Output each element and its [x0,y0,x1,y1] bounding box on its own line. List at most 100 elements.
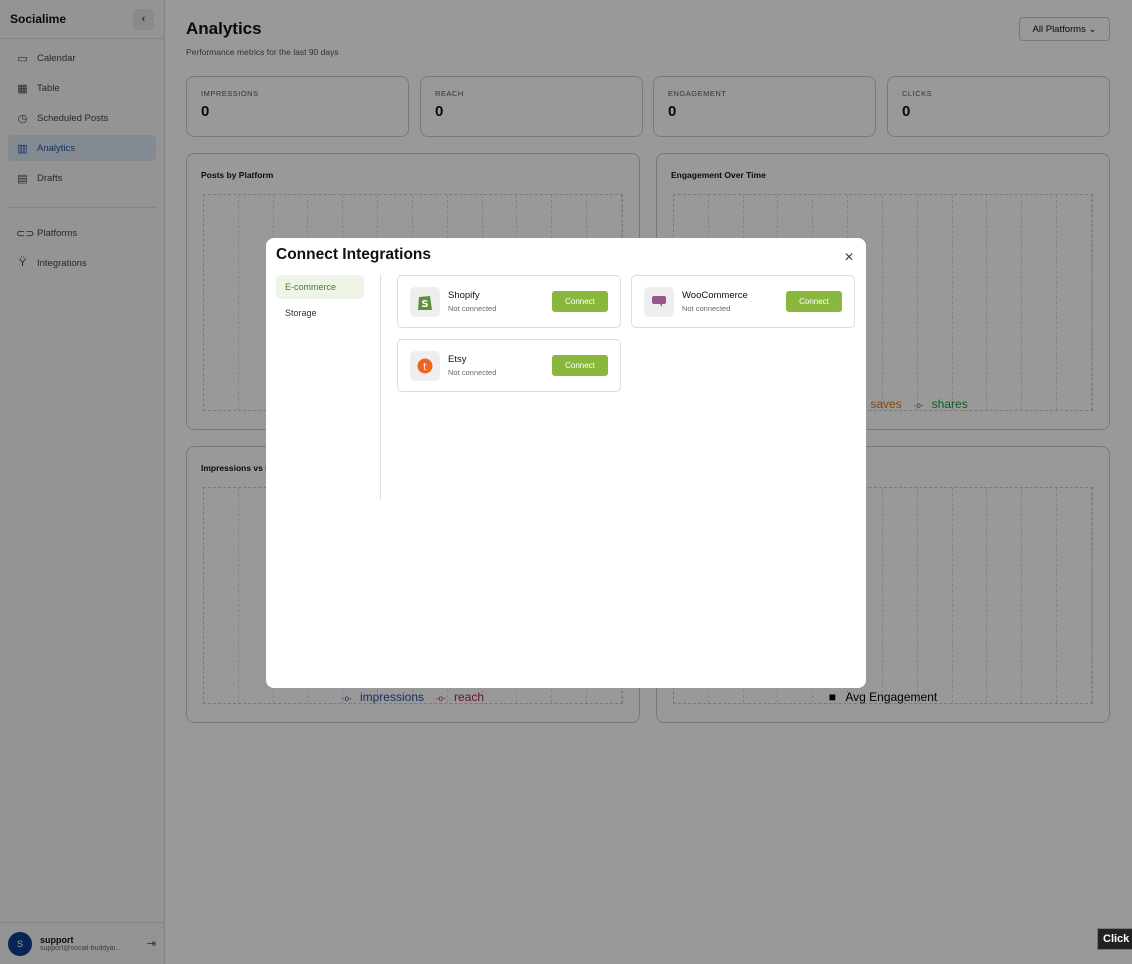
bar-chart-icon: ▥ [17,142,28,155]
stat-value: 0 [668,103,677,120]
chart-title: Posts by Platform [201,170,274,180]
shopify-icon: S [410,286,440,317]
sidebar-item-analytics[interactable]: ▥ Analytics [8,135,156,161]
sidebar-item-label: Scheduled Posts [37,112,109,124]
grid-line [204,195,239,410]
stat-label: CLICKS [902,89,933,98]
stat-value: 0 [201,103,210,120]
legend-item: -o- impressions [339,690,427,704]
integration-name: Shopify [448,290,480,301]
integration-name: Etsy [448,354,467,365]
legend-label: Avg Engagement [845,690,938,704]
sidebar-item-table[interactable]: ▦ Table [8,75,156,101]
divider [8,207,156,208]
category-tab-ecommerce[interactable]: E-commerce [276,275,364,299]
platform-filter-value: All Platforms [1032,23,1086,35]
sidebar-item-label: Analytics [37,142,76,154]
page-title: Analytics [186,19,262,38]
plug-icon: Ϋ [18,257,27,269]
stat-card-impressions: IMPRESSIONS 0 [186,76,409,137]
stat-label: REACH [435,89,464,98]
connect-integrations-modal: Connect Integrations ✕ E-commerce Storag… [266,238,866,688]
legend-marker-icon: -o- [341,694,354,703]
integration-name: WooCommerce [682,290,748,301]
grid-line [848,195,883,410]
close-icon[interactable]: ✕ [843,250,854,264]
user-name: support [40,935,74,945]
legend-item: -o- reach [433,690,487,704]
integration-card-woocommerce: WooCommerce Not connected Connect [631,275,855,328]
grid-line [883,488,918,703]
calendar-icon: ▭ [17,52,28,65]
sidebar-item-drafts[interactable]: ▤ Drafts [8,165,156,191]
chart-title: Engagement Over Time [671,170,766,180]
click-tooltip: Click [1097,928,1132,950]
sidebar-item-label: Table [37,82,60,94]
connect-woocommerce-button[interactable]: Connect [786,291,842,312]
legend-label: reach [454,690,485,704]
legend-label: saves [870,397,902,411]
integration-card-shopify: S Shopify Not connected Connect [397,275,621,328]
stat-value: 0 [902,103,911,120]
chart-title: Impressions vs Reach [201,463,291,473]
document-icon: ▤ [17,172,28,185]
grid-line [1057,488,1092,703]
sidebar-item-label: Calendar [37,52,76,64]
legend-label: shares [931,397,968,411]
sidebar-item-scheduled-posts[interactable]: ◷ Scheduled Posts [8,105,156,131]
connect-etsy-button[interactable]: Connect [552,355,608,376]
integration-status: Not connected [448,368,497,377]
stat-card-reach: REACH 0 [420,76,643,137]
page-subtitle: Performance metrics for the last 90 days [186,47,339,57]
logout-icon[interactable]: ⇥ [146,938,156,950]
legend-marker-icon: ■ [828,690,840,704]
etsy-icon: t [410,350,440,381]
integration-status: Not connected [448,304,497,313]
sidebar-item-platforms[interactable]: ⊂⊃ Platforms [8,220,156,246]
grid-line [204,488,239,703]
sidebar-item-label: Drafts [37,172,63,184]
grid-line [1057,195,1092,410]
clock-icon: ◷ [17,112,28,125]
collapse-sidebar-button[interactable]: ‹ [133,8,154,30]
chevron-down-icon: ⌄ [1088,23,1097,35]
chart-legend: -o- impressions -o- reach [187,690,639,704]
sidebar-item-label: Integrations [37,257,87,269]
modal-title: Connect Integrations [276,246,432,263]
divider [380,275,381,500]
grid-line [848,488,883,703]
svg-text:S: S [421,299,428,310]
avatar: S [8,931,32,956]
brand: Socialime ‹ [0,0,164,39]
sidebar-item-integrations[interactable]: Ϋ Integrations [8,250,156,276]
grid-line [987,195,1023,410]
grid-line [1022,195,1058,410]
table-icon: ▦ [17,82,28,95]
stat-label: IMPRESSIONS [201,89,259,98]
legend-marker-icon: -o- [913,401,926,410]
legend-marker-icon: -o- [436,694,448,703]
stat-card-engagement: ENGAGEMENT 0 [653,76,876,137]
sidebar-item-calendar[interactable]: ▭ Calendar [8,45,156,71]
chart-legend: ■ Avg Engagement [657,690,1109,704]
legend-item: -o- shares [911,397,971,411]
sidebar-item-label: Platforms [37,227,78,239]
category-tab-storage[interactable]: Storage [285,308,317,318]
connect-shopify-button[interactable]: Connect [552,291,608,312]
woocommerce-icon [644,286,674,317]
stat-value: 0 [435,103,444,120]
legend-label: impressions [359,690,424,704]
platform-filter-select[interactable]: All Platforms ⌄ [1019,17,1110,41]
grid-line [987,488,1023,703]
grid-line [918,195,953,410]
brand-name: Socialime [10,12,67,26]
integration-card-etsy: t Etsy Not connected Connect [397,339,621,392]
stat-label: ENGAGEMENT [668,89,727,98]
svg-text:t: t [423,362,427,373]
sidebar: Socialime ‹ ▭ Calendar ▦ Table ◷ Scheduled P… [0,0,165,964]
grid-line [883,195,918,410]
user-profile: S support support@social-buddyai... ⇥ [0,922,164,964]
grid-line [1022,488,1058,703]
grid-line [953,488,988,703]
stat-card-clicks: CLICKS 0 [887,76,1110,137]
